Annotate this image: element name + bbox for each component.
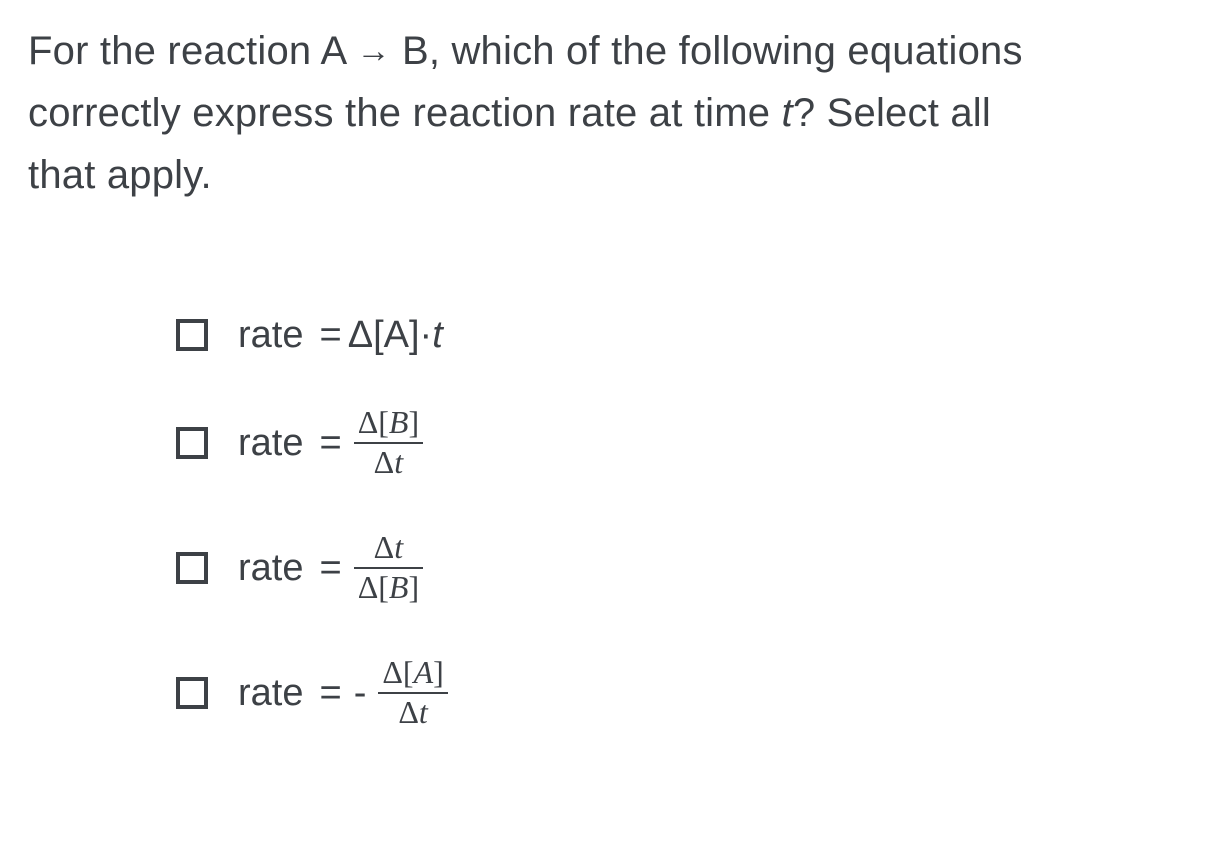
- option-d-num-A: A: [414, 654, 434, 690]
- option-d-label: rate = - Δ[A] Δt: [238, 656, 448, 729]
- option-d-numerator: Δ[A]: [378, 656, 447, 690]
- question-variable-t: t: [782, 91, 793, 135]
- option-d-minus: -: [354, 674, 367, 712]
- option-b-fraction: Δ[B] Δt: [354, 406, 423, 479]
- question-line2-pre: correctly express the reaction rate at t…: [28, 91, 782, 135]
- checkbox-c[interactable]: [176, 552, 208, 584]
- reaction-arrow: →: [356, 32, 390, 70]
- option-c-den-close: ]: [408, 569, 419, 605]
- option-c-den-open: [: [378, 569, 389, 605]
- option-d-num-open: [: [403, 654, 414, 690]
- option-a-prefix: rate: [238, 316, 303, 354]
- checkbox-d[interactable]: [176, 677, 208, 709]
- option-d-num-close: ]: [433, 654, 444, 690]
- option-b-numerator: Δ[B]: [354, 406, 423, 440]
- option-a[interactable]: rate = Δ[A]·t: [176, 316, 1180, 354]
- checkbox-a[interactable]: [176, 319, 208, 351]
- question-line1-pre: For the reaction A: [28, 29, 356, 73]
- option-b-num-B: B: [389, 404, 409, 440]
- option-d-prefix: rate: [238, 674, 303, 712]
- option-b-num-open: [: [378, 404, 389, 440]
- option-b-den-t: t: [394, 444, 403, 480]
- option-b-label: rate = Δ[B] Δt: [238, 406, 423, 479]
- options-list: rate = Δ[A]·t rate = Δ[B] Δt: [176, 316, 1180, 730]
- option-d-den-delta: Δ: [398, 694, 419, 730]
- option-c-numerator: Δt: [370, 531, 407, 565]
- option-c-denominator: Δ[B]: [354, 571, 423, 605]
- option-d-den-t: t: [419, 694, 428, 730]
- question-line1-post: B, which of the following equations: [391, 29, 1023, 73]
- option-a-equals: =: [319, 316, 341, 354]
- option-b-den-delta: Δ: [374, 444, 395, 480]
- option-a-delta: Δ: [348, 314, 373, 356]
- option-d-fraction: Δ[A] Δt: [378, 656, 447, 729]
- option-b-num-close: ]: [408, 404, 419, 440]
- option-d-denominator: Δt: [394, 696, 431, 730]
- option-c[interactable]: rate = Δt Δ[B]: [176, 531, 1180, 604]
- option-b-denominator: Δt: [370, 446, 407, 480]
- option-c-num-delta: Δ: [374, 529, 395, 565]
- question-text: For the reaction A → B, which of the fol…: [28, 20, 1180, 206]
- option-d[interactable]: rate = - Δ[A] Δt: [176, 656, 1180, 729]
- option-b-prefix: rate: [238, 424, 303, 462]
- option-d-equals: =: [319, 674, 341, 712]
- option-c-den-B: B: [389, 569, 409, 605]
- option-c-den-delta: Δ: [358, 569, 379, 605]
- checkbox-b[interactable]: [176, 427, 208, 459]
- page: For the reaction A → B, which of the fol…: [0, 0, 1208, 868]
- question-line3: that apply.: [28, 153, 212, 197]
- option-b[interactable]: rate = Δ[B] Δt: [176, 406, 1180, 479]
- option-c-prefix: rate: [238, 549, 303, 587]
- option-c-num-t: t: [394, 529, 403, 565]
- question-line2-post: ? Select all: [793, 91, 991, 135]
- option-a-t: t: [432, 314, 443, 356]
- option-c-fraction: Δt Δ[B]: [354, 531, 423, 604]
- option-b-equals: =: [319, 424, 341, 462]
- option-c-label: rate = Δt Δ[B]: [238, 531, 423, 604]
- option-a-label: rate = Δ[A]·t: [238, 316, 443, 354]
- option-b-num-delta: Δ: [358, 404, 379, 440]
- option-d-num-delta: Δ: [382, 654, 403, 690]
- option-c-equals: =: [319, 549, 341, 587]
- option-a-rhs: Δ[A]·t: [348, 316, 443, 354]
- option-a-bracket-a: [A]·: [373, 314, 432, 356]
